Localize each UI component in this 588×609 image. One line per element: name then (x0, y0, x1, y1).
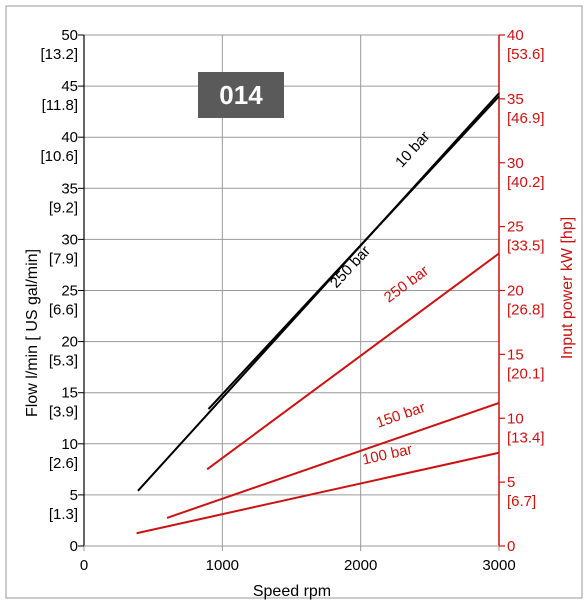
y-tick-sublabel: [7.9] (49, 250, 78, 267)
y-tick-sublabel: [6.6] (49, 302, 78, 319)
y2-tick-label: 0 (507, 538, 515, 555)
y2-tick-label: 30 (507, 155, 524, 172)
y-tick-label: 10 (61, 436, 78, 453)
y2-axis-title: Input power kW [hp] (559, 217, 576, 359)
y-tick-sublabel: [9.2] (49, 199, 78, 216)
y2-tick-sublabel: [13.4] (507, 429, 545, 446)
y2-tick-label: 20 (507, 283, 524, 300)
y-tick-sublabel: [1.3] (49, 506, 78, 523)
series-line-250-bar-right (206, 252, 500, 471)
y2-tick-label: 10 (507, 410, 524, 427)
y2-tick-sublabel: [40.2] (507, 174, 545, 191)
y2-tick-sublabel: [20.1] (507, 365, 545, 382)
y-tick-label: 20 (61, 334, 78, 351)
y2-tick-label: 25 (507, 219, 524, 236)
chart-badge: 014 (198, 72, 284, 118)
y-tick-label: 35 (61, 180, 78, 197)
y2-tick-label: 40 (507, 27, 524, 44)
y2-tick-sublabel: [6.7] (507, 493, 536, 510)
y-tick-label: 45 (61, 78, 78, 95)
x-tick-label: 3000 (482, 557, 515, 574)
y-tick-label: 0 (70, 538, 78, 555)
y2-tick-sublabel: [26.8] (507, 302, 545, 319)
y-tick-sublabel: [3.9] (49, 404, 78, 421)
x-tick-label: 1000 (206, 557, 239, 574)
x-axis-title: Speed rpm (253, 583, 331, 600)
series-line-150-bar-right (166, 401, 500, 519)
grid-layer (84, 34, 499, 546)
x-tick-label: 2000 (344, 557, 377, 574)
y-tick-label: 5 (70, 487, 78, 504)
series-line-100-bar-right (136, 451, 500, 535)
y-tick-sublabel: [13.2] (40, 46, 78, 63)
y2-tick-sublabel: [53.6] (507, 46, 545, 63)
badge-box (198, 72, 284, 118)
y-tick-sublabel: [10.6] (40, 148, 78, 165)
y-tick-sublabel: [11.8] (42, 97, 78, 114)
y-tick-sublabel: [2.6] (49, 455, 78, 472)
y2-tick-sublabel: [46.9] (507, 110, 545, 127)
y-tick-label: 30 (61, 231, 78, 248)
y2-tick-label: 35 (507, 91, 524, 108)
series-line-250-bar-left (207, 95, 500, 410)
y-tick-label: 40 (61, 129, 78, 146)
y-tick-label: 15 (61, 385, 78, 402)
outer-frame (5, 5, 583, 599)
y-axis-title: Flow l/min [ US gal/min] (24, 249, 41, 417)
y2-tick-label: 15 (507, 346, 524, 363)
axes-layer: 0 1000 2000 3000 0 5 [1.3] 10 [2.6] 15 [3.9] 20 [5.3… (40, 27, 544, 574)
y-tick-sublabel: [5.3] (49, 353, 78, 370)
x-tick-label: 0 (80, 557, 88, 574)
y2-tick-sublabel: [33.5] (507, 238, 545, 255)
y2-tick-label: 5 (507, 474, 515, 491)
y-tick-label: 50 (61, 27, 78, 44)
badge-text: 014 (219, 80, 263, 110)
y-tick-label: 25 (61, 283, 78, 300)
